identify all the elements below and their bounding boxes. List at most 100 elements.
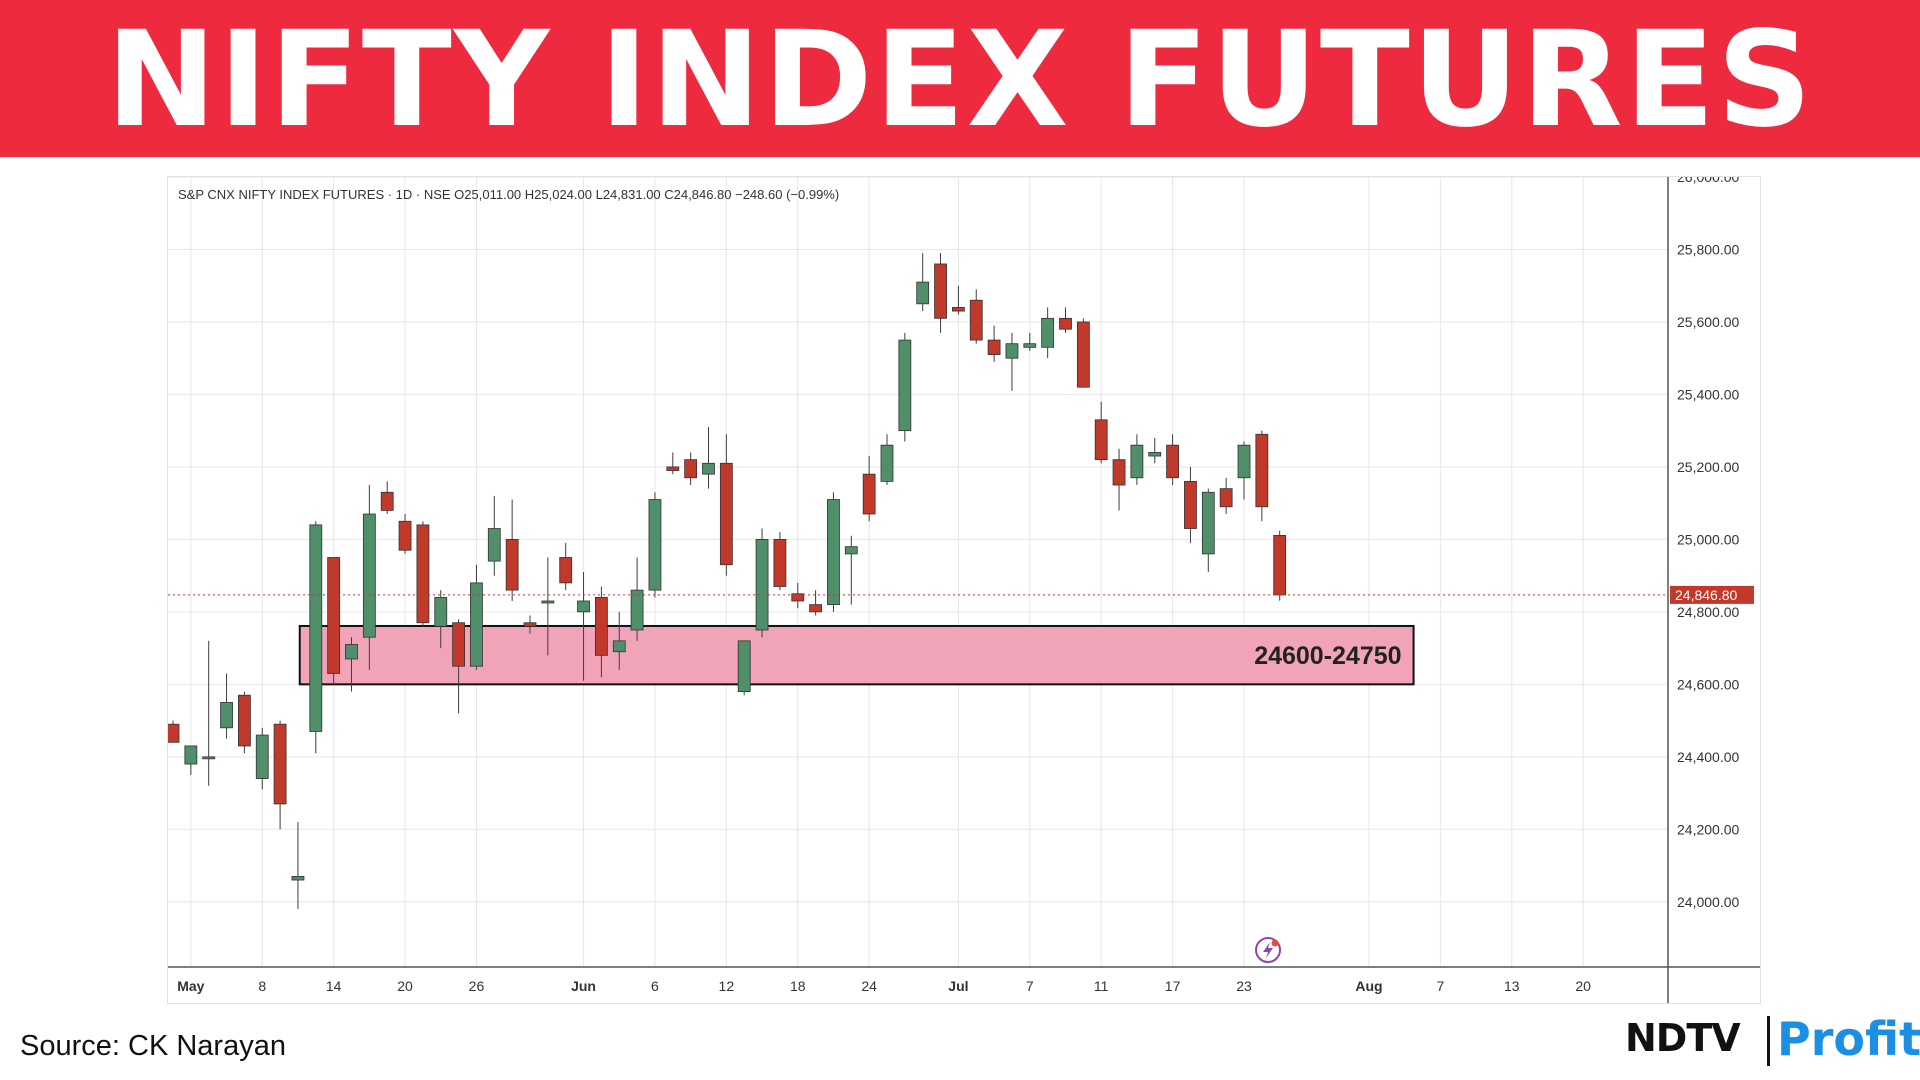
candle-body (898, 339, 912, 432)
x-tick-label: 23 (1236, 978, 1252, 994)
candle-body (934, 263, 947, 319)
x-tick-label: 11 (1094, 978, 1109, 994)
x-tick-label: May (177, 978, 204, 994)
candle-body (809, 604, 822, 613)
candle-body (630, 589, 644, 631)
candle-body (505, 538, 519, 591)
x-tick-label: 20 (1575, 978, 1591, 994)
y-tick-label: 24,200.00 (1677, 821, 1739, 837)
candle-body (470, 582, 483, 667)
candle-body (594, 596, 608, 656)
candle-body (737, 640, 751, 692)
logo-divider (1767, 1016, 1770, 1066)
candle-body (827, 499, 840, 606)
y-tick-label: 25,600.00 (1677, 314, 1739, 330)
axes: 24,000.00 24,200.00 24,400.00 24,600.00 24,8… (168, 177, 1760, 1003)
x-tick-label: 26 (469, 978, 485, 994)
candle-body (1273, 534, 1287, 596)
candle-body (1130, 444, 1144, 479)
candle-body (398, 520, 412, 551)
candle-body (1201, 491, 1215, 555)
x-tick-label: 13 (1504, 978, 1520, 994)
candle-body (791, 593, 805, 602)
candle-body (880, 444, 894, 482)
candle-body (1148, 452, 1162, 457)
support-zone: 24600-24750 (298, 624, 1415, 686)
candle-body (523, 622, 537, 627)
candle-body (1112, 459, 1126, 486)
candle-body (987, 339, 1001, 355)
candle-body (844, 546, 858, 555)
candle-body (184, 745, 198, 765)
candle-body (1005, 343, 1019, 359)
candlestick-chart[interactable]: S&P CNX NIFTY INDEX FUTURES · 1D · NSE O… (168, 177, 1760, 1003)
x-tick-label: 14 (326, 978, 342, 994)
lightning-icon[interactable] (1255, 937, 1281, 963)
source-label: Source: CK Narayan (20, 1030, 286, 1062)
x-tick-label: 8 (258, 978, 266, 994)
y-tick-label: 25,800.00 (1677, 241, 1739, 257)
candle-body (702, 462, 715, 475)
candle-body (255, 734, 269, 779)
candle-body (1255, 433, 1269, 508)
x-tick-label: 6 (651, 978, 659, 994)
candle-body (684, 459, 698, 479)
candle-body (291, 876, 305, 881)
x-tick-label: Aug (1355, 978, 1382, 994)
candle-body (362, 513, 376, 638)
candle-body (309, 524, 323, 732)
candle-body (380, 491, 394, 511)
candle-body (1023, 343, 1037, 348)
y-tick-label: 25,400.00 (1677, 386, 1739, 402)
last-price-tag: 24,846.80 (1675, 587, 1737, 603)
logo-ndtv-text: NDTV (1625, 1016, 1741, 1060)
x-tick-label: Jun (571, 978, 596, 994)
candle-body (1219, 488, 1233, 508)
candle-body (168, 723, 180, 743)
banner-title: NIFTY INDEX FUTURES (106, 3, 1814, 157)
candle-body (1184, 481, 1197, 529)
candle-body (559, 557, 573, 584)
last-price-tag-bg (1670, 585, 1754, 604)
x-tick-label: Jul (948, 978, 968, 994)
candle-body (577, 600, 590, 613)
candle-body (487, 528, 501, 562)
candle-body (1094, 419, 1108, 461)
y-tick-label: 24,800.00 (1677, 604, 1739, 620)
candle-body (862, 473, 876, 515)
candles (168, 253, 1287, 910)
x-tick-label: 20 (397, 978, 413, 994)
candle-body (666, 466, 680, 471)
x-tick-label: 7 (1436, 978, 1444, 994)
chart-panel[interactable]: S&P CNX NIFTY INDEX FUTURES · 1D · NSE O… (167, 176, 1761, 1004)
y-tick-label: 26,000.00 (1677, 177, 1739, 185)
support-zone-box (298, 624, 1415, 686)
candle-body (345, 644, 358, 660)
y-tick-label: 25,000.00 (1677, 531, 1739, 547)
y-tick-label: 24,600.00 (1677, 676, 1739, 692)
candle-body (952, 307, 965, 312)
candle-body (773, 538, 787, 587)
candle-body (273, 723, 287, 805)
x-tick-label: 17 (1165, 978, 1181, 994)
y-tick-label: 25,200.00 (1677, 459, 1739, 475)
support-zone-label: 24600-24750 (1254, 642, 1401, 670)
title-banner: NIFTY INDEX FUTURES (0, 0, 1920, 157)
y-tick-label: 24,400.00 (1677, 749, 1739, 765)
ndtv-profit-logo: NDTV Profit (1625, 1012, 1920, 1072)
candle-body (1041, 317, 1055, 348)
candle-body (1059, 317, 1072, 330)
candle-body (612, 640, 626, 653)
candle-body (416, 524, 430, 624)
x-tick-label: 24 (861, 978, 877, 994)
candle-body (755, 538, 769, 631)
candle-body (648, 499, 662, 591)
candle-body (434, 596, 448, 627)
chart-header: S&P CNX NIFTY INDEX FUTURES · 1D · NSE O… (178, 187, 839, 202)
candle-body (969, 299, 983, 341)
y-tick-label: 24,000.00 (1677, 894, 1739, 910)
candle-body (719, 462, 733, 566)
candle-body (452, 622, 466, 667)
candle-body (1166, 444, 1179, 479)
candle-body (1237, 444, 1251, 479)
